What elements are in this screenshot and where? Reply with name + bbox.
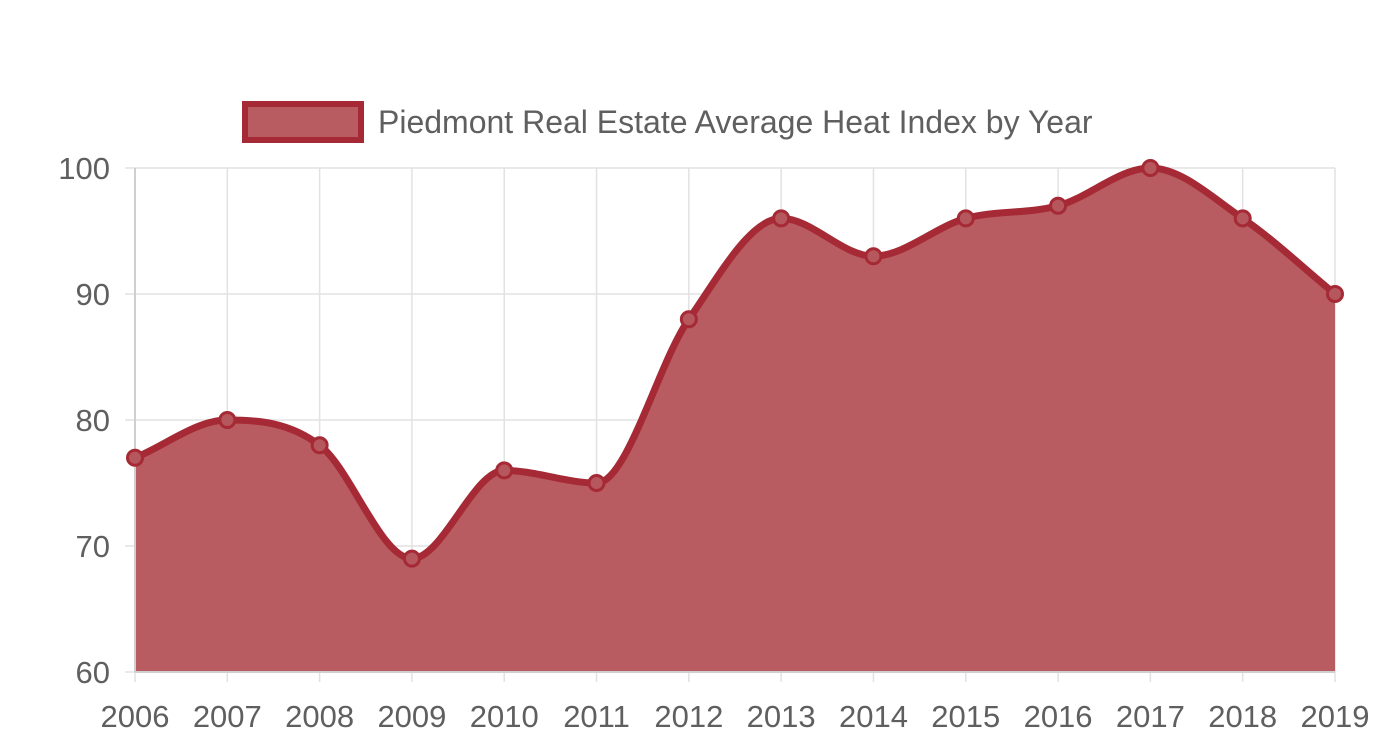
legend[interactable]: Piedmont Real Estate Average Heat Index …: [242, 101, 1093, 143]
y-tick-label: 60: [76, 655, 110, 690]
data-point[interactable]: [679, 310, 698, 329]
x-tick-label: 2013: [747, 699, 816, 734]
x-tick-label: 2012: [654, 699, 723, 734]
points-layer: [126, 159, 1344, 568]
y-tick-label: 90: [76, 277, 110, 312]
x-tick-label: 2009: [377, 699, 446, 734]
x-tick-label: 2016: [1024, 699, 1093, 734]
axes-layer: [134, 168, 1335, 673]
y-tick-label: 80: [76, 403, 110, 438]
data-point[interactable]: [587, 474, 606, 492]
x-tick-label: 2018: [1208, 699, 1277, 734]
data-point[interactable]: [864, 247, 883, 266]
x-tick-label: 2007: [193, 699, 262, 734]
x-tick-label: 2008: [285, 699, 354, 734]
data-point[interactable]: [1049, 196, 1068, 215]
x-tick-label: 2017: [1116, 699, 1185, 734]
x-tick-label: 2019: [1301, 699, 1370, 734]
legend-label: Piedmont Real Estate Average Heat Index …: [378, 104, 1093, 140]
data-point[interactable]: [218, 411, 237, 429]
data-point[interactable]: [772, 209, 791, 228]
x-tick-label: 2010: [470, 699, 539, 734]
data-point[interactable]: [1141, 159, 1160, 177]
x-tick-label: 2014: [839, 699, 908, 734]
series-line: [131, 164, 1339, 563]
labels-layer: 60 70 80 90 100 2006 2007 2008 2009 2010 2011 2012 2…: [58, 151, 1369, 734]
legend-swatch: [242, 101, 364, 143]
x-tick-label: 2006: [101, 699, 170, 734]
x-tick-label: 2011: [563, 699, 630, 734]
data-point[interactable]: [495, 461, 514, 480]
data-point[interactable]: [1326, 285, 1344, 303]
data-point[interactable]: [126, 448, 144, 467]
data-point[interactable]: [1233, 209, 1252, 228]
y-tick-label: 100: [58, 151, 110, 186]
data-point[interactable]: [402, 549, 421, 568]
y-tick-label: 70: [76, 529, 110, 564]
data-point[interactable]: [956, 209, 975, 228]
x-tick-label: 2015: [931, 699, 1000, 734]
data-point[interactable]: [310, 436, 329, 455]
